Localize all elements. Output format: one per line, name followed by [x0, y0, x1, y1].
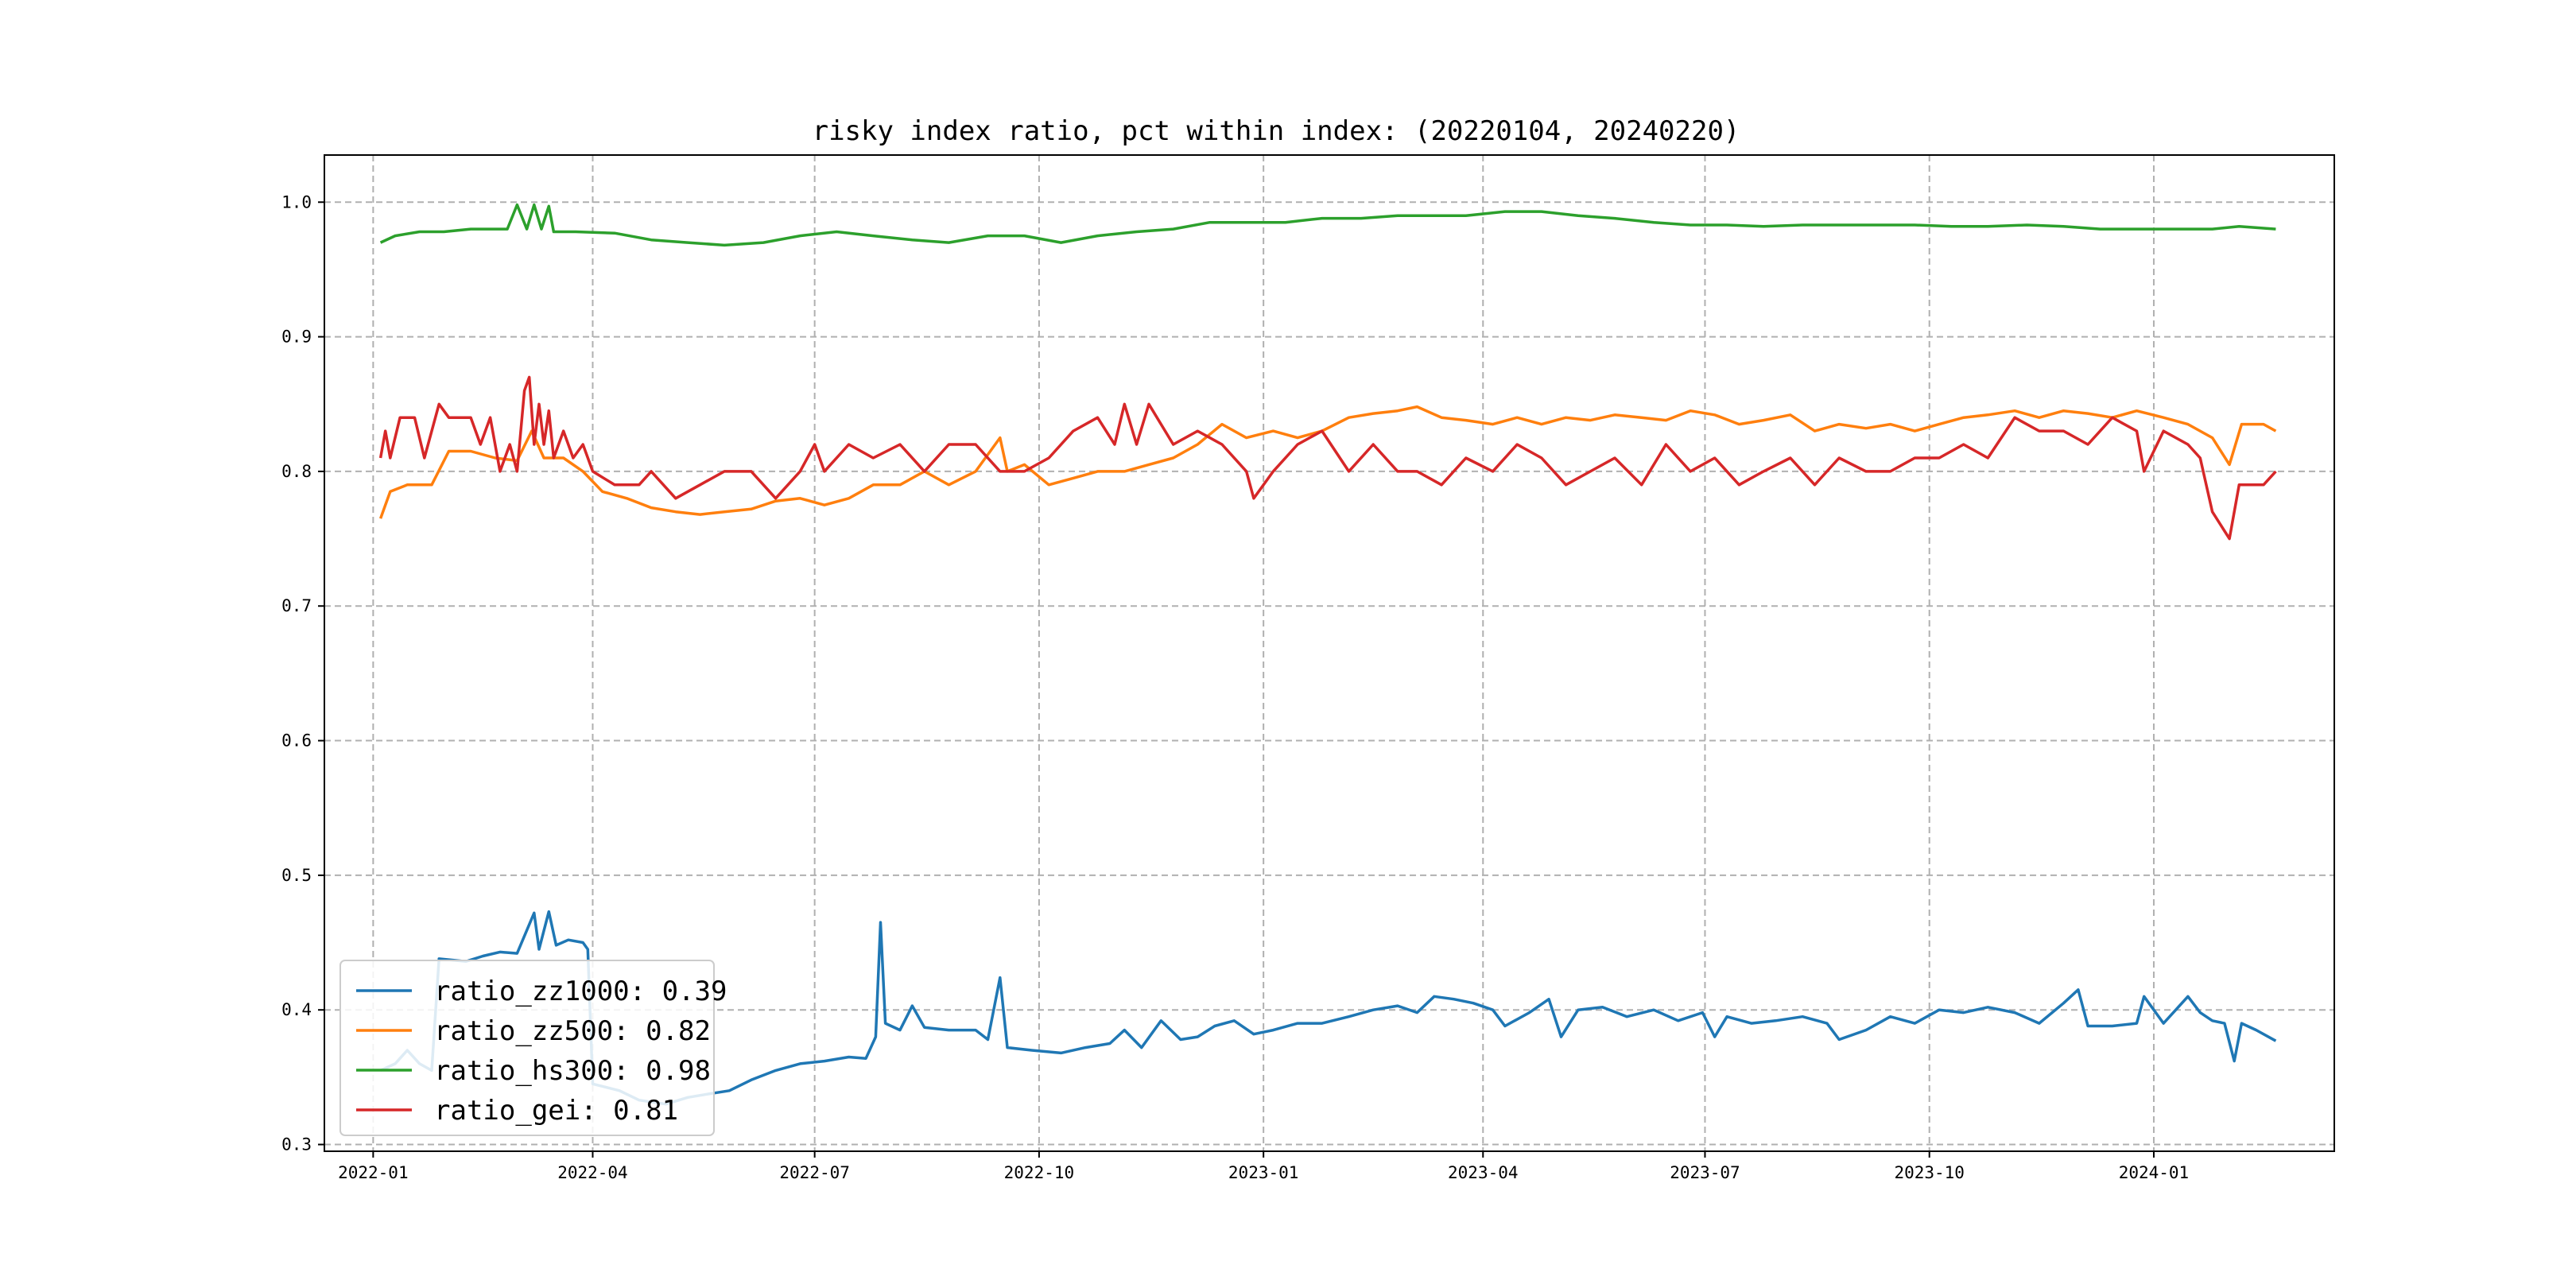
series-line-ratio_hs300 [379, 203, 2276, 247]
legend: ratio_zz1000: 0.39 ratio_zz500: 0.82 ratio… [339, 960, 727, 1136]
y-tick-label: 0.3 [281, 1135, 312, 1154]
legend-label-ratio_zz500: ratio_zz500: 0.82 [434, 1015, 711, 1047]
series-line-ratio_zz500 [378, 405, 2277, 519]
plot-area-frame [324, 154, 2335, 1152]
y-tick-label: 0.5 [281, 866, 312, 885]
y-axis: 0.3 0.4 0.5 0.6 0.7 0.8 0.9 1.0 [281, 192, 324, 1154]
x-tick-label: 2022-01 [338, 1163, 409, 1182]
y-tick-label: 0.9 [281, 328, 312, 347]
x-tick-label: 2022-10 [1004, 1163, 1075, 1182]
x-tick-label: 2023-04 [1448, 1163, 1519, 1182]
x-tick-label: 2022-04 [557, 1163, 628, 1182]
x-tick-label: 2023-10 [1894, 1163, 1965, 1182]
series-line-ratio_gei [378, 375, 2277, 541]
y-tick-label: 0.8 [281, 462, 312, 481]
legend-label-ratio_hs300: ratio_hs300: 0.98 [434, 1055, 711, 1087]
legend-label-ratio_zz1000: ratio_zz1000: 0.39 [434, 976, 727, 1007]
legend-label-ratio_gei: ratio_gei: 0.81 [434, 1095, 678, 1127]
legend-box [339, 960, 715, 1136]
y-tick-label: 1.0 [281, 192, 312, 211]
y-tick-label: 0.7 [281, 596, 312, 615]
x-tick-label: 2024-01 [2119, 1163, 2190, 1182]
chart-title: risky index ratio, pct within index: (20… [813, 115, 1740, 147]
y-tick-label: 0.4 [281, 1000, 312, 1019]
x-tick-label: 2022-07 [779, 1163, 850, 1182]
x-tick-label: 2023-01 [1228, 1163, 1299, 1182]
y-tick-label: 0.6 [281, 731, 312, 751]
x-tick-label: 2023-07 [1670, 1163, 1740, 1182]
x-axis: 2022-01 2022-04 2022-07 2022-10 2023-01 2023-… [338, 1151, 2189, 1182]
